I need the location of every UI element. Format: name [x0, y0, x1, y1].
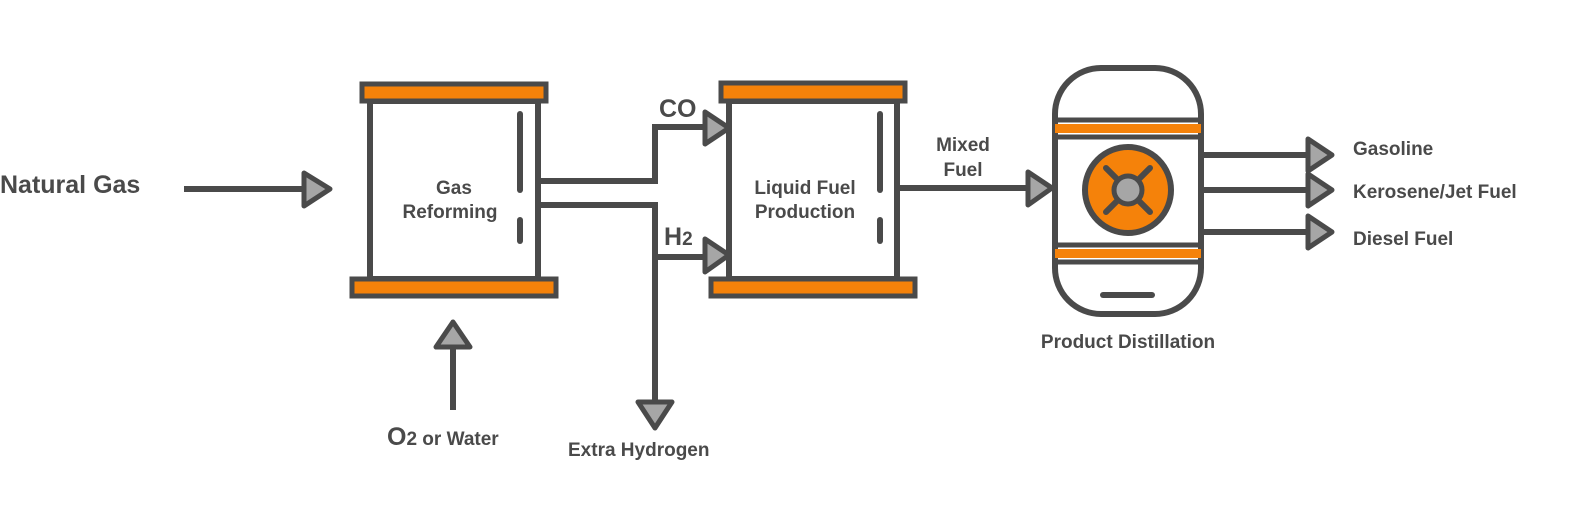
gasoline-label: Gasoline — [1353, 139, 1433, 160]
kerosene-arrow — [1201, 171, 1335, 209]
o2-letter: O — [387, 423, 406, 451]
gas-reforming-unit — [349, 81, 559, 299]
diesel-arrow — [1201, 213, 1335, 251]
extra-hydrogen-arrow — [635, 257, 675, 431]
h2-subscript: 2 — [682, 229, 693, 250]
o2-water-label: O2 or Water — [387, 423, 499, 451]
extra-hydrogen-label: Extra Hydrogen — [568, 440, 709, 461]
co-stream-line — [538, 109, 732, 184]
distillation-label: Product Distillation — [1041, 332, 1215, 353]
o2-suffix: or Water — [417, 429, 499, 450]
o2-subscript: 2 — [406, 429, 417, 450]
mixed-fuel-label-line1: Mixed — [936, 135, 990, 156]
gas-reforming-label-line1: Gas — [436, 178, 472, 199]
liquid-fuel-label-line2: Production — [755, 202, 855, 223]
co-label: CO — [659, 95, 697, 123]
kerosene-label: Kerosene/Jet Fuel — [1353, 182, 1517, 203]
natural-gas-arrow — [184, 170, 333, 209]
natural-gas-label: Natural Gas — [0, 171, 140, 199]
gasoline-arrow — [1201, 136, 1335, 174]
diesel-label: Diesel Fuel — [1353, 229, 1453, 250]
distillation-valve-icon — [1082, 144, 1174, 236]
mixed-fuel-arrow — [897, 169, 1055, 208]
h2-letter: H — [664, 223, 682, 251]
h2-label: H2 — [664, 223, 693, 251]
liquid-fuel-label-line1: Liquid Fuel — [754, 178, 855, 199]
liquid-fuel-production-unit — [708, 80, 918, 299]
gas-reforming-label-line2: Reforming — [403, 202, 498, 223]
mixed-fuel-label-line2: Fuel — [943, 160, 982, 181]
o2-water-arrow — [433, 319, 473, 410]
h2-stream-line — [538, 202, 732, 275]
